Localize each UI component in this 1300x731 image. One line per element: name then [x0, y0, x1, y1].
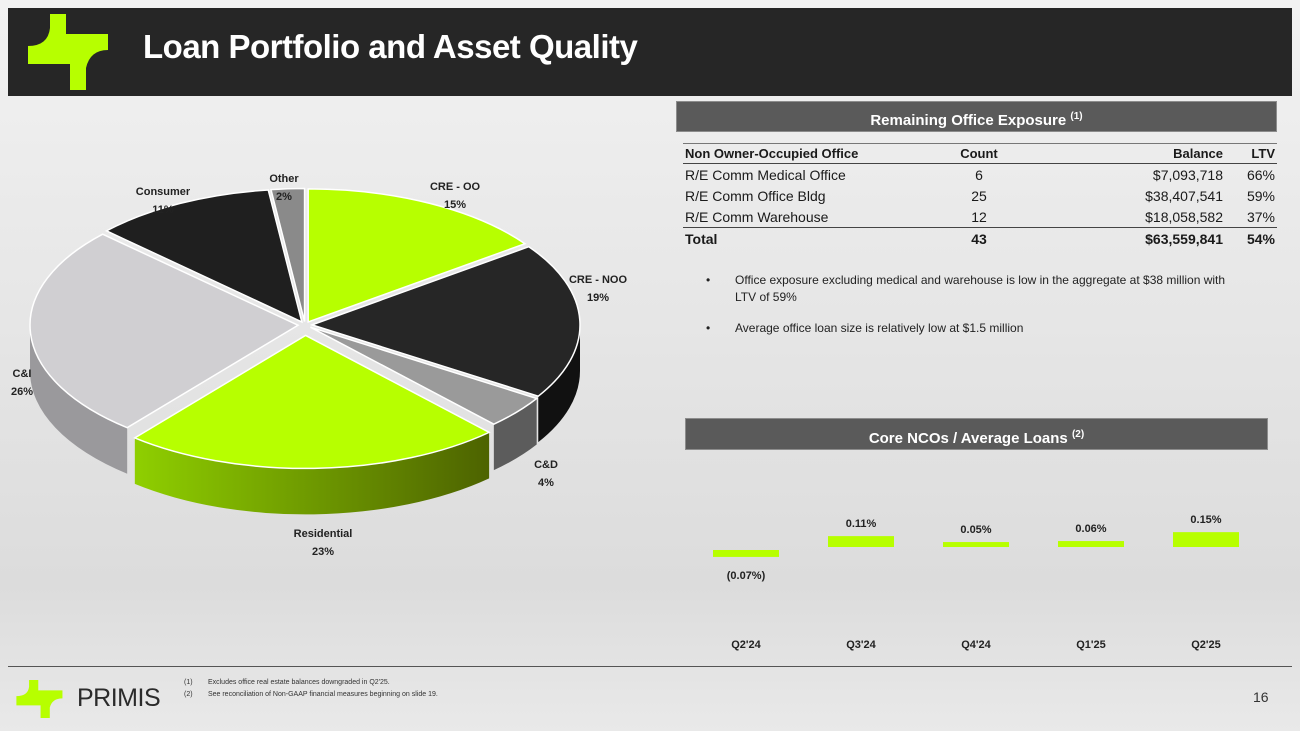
pie-category-label: C&D: [534, 459, 558, 471]
pie-category-label: Residential: [294, 528, 353, 540]
bar-category-label: Q3'24: [846, 639, 876, 651]
bar-value-label: 0.06%: [1075, 523, 1106, 535]
table-header-row: Non Owner-Occupied Office Count Balance …: [683, 143, 1277, 164]
table-cell: 59%: [1246, 187, 1275, 204]
pie-category-label: Consumer: [136, 186, 191, 198]
office-bullet-list: • Office exposure excluding medical and …: [706, 272, 1226, 351]
bar-value-label: 0.05%: [960, 524, 991, 536]
footnote-number: (1): [184, 679, 193, 686]
footnote-number: (2): [184, 691, 193, 698]
bar-value-label: 0.11%: [846, 518, 877, 530]
bullet-text: Average office loan size is relatively l…: [735, 321, 1024, 335]
bar-q4-24: [943, 542, 1009, 547]
pie-slice-cre-noo: [309, 245, 581, 397]
column-header: Non Owner-Occupied Office: [683, 143, 917, 164]
nco-bar-chart: (0.07%) Q2'24 0.11% Q3'24 0.05% Q4'24 0.06% Q1'…: [713, 514, 1239, 651]
pie-slice-residential: [133, 334, 491, 470]
table-cell: R/E Comm Warehouse: [685, 208, 829, 225]
pie-category-label: Other: [269, 173, 299, 185]
nco-header: Core NCOs / Average Loans (2): [685, 418, 1268, 450]
pie-category-label: C&I: [13, 368, 32, 380]
title-bar: [8, 8, 1292, 96]
page-number: 16: [1253, 689, 1269, 705]
table-cell: 37%: [1246, 208, 1275, 225]
bar-q3-24: [828, 536, 894, 547]
pie-percent-label: 19%: [587, 292, 609, 304]
office-exposure-header: Remaining Office Exposure (1): [676, 101, 1277, 132]
brand-wordmark: PRIMIS: [77, 684, 161, 712]
footnote: (2) See reconciliation of Non-GAAP finan…: [184, 689, 438, 701]
footnotes: (1) Excludes office real estate balances…: [184, 677, 438, 701]
pie-slice-other: [270, 187, 306, 322]
bar-value-label: 0.15%: [1190, 514, 1221, 526]
column-header: LTV: [1225, 143, 1277, 164]
primis-logo-icon: [16, 680, 63, 718]
table-cell: 12: [971, 208, 987, 225]
list-item: • Office exposure excluding medical and …: [706, 272, 1226, 306]
table-cell: 54%: [1225, 227, 1277, 249]
pie-slice-cre-oo: [307, 188, 527, 323]
table-cell: $7,093,718: [1152, 166, 1223, 183]
pie-percent-label: 2%: [276, 191, 292, 203]
bar-category-label: Q4'24: [961, 639, 991, 651]
pie-slice-side-residential: [134, 432, 490, 515]
table-total-row: Total 43 $63,559,841 54%: [683, 227, 1277, 249]
pie-slice-side-cre-noo: [538, 324, 580, 443]
footnote-text: Excludes office real estate balances dow…: [207, 679, 390, 686]
table-cell: Total: [683, 227, 917, 249]
table-row: R/E Comm Medical Office 6 $7,093,718 66%: [683, 164, 1277, 186]
table-cell: 25: [971, 187, 987, 204]
list-item: • Average office loan size is relatively…: [706, 320, 1226, 337]
nco-heading: Core NCOs / Average Loans: [868, 430, 1068, 447]
bar-q1-25: [1058, 541, 1124, 547]
pie-slice-side-c-d: [493, 398, 537, 471]
table-cell: $38,407,541: [1145, 187, 1223, 204]
page-title: Loan Portfolio and Asset Quality: [143, 28, 638, 65]
office-exposure-footnote-ref: (1): [1070, 111, 1083, 122]
bar-category-label: Q2'25: [1191, 639, 1221, 651]
column-header: Balance: [1041, 143, 1225, 164]
table-cell: R/E Comm Office Bldg: [685, 187, 826, 204]
pie-percent-label: 26%: [11, 386, 33, 398]
table-row: R/E Comm Warehouse 12 $18,058,582 37%: [683, 206, 1277, 228]
table-cell: $63,559,841: [1041, 227, 1225, 249]
loan-mix-pie-chart: CRE - OO 15% CRE - NOO 19% C&D 4% Residential 2…: [11, 173, 628, 558]
table-cell: 43: [917, 227, 1041, 249]
pie-slice-consumer: [104, 189, 303, 324]
nco-footnote-ref: (2): [1071, 429, 1085, 440]
pie-category-label: CRE - NOO: [569, 274, 628, 286]
pie-percent-label: 4%: [538, 477, 554, 489]
footer-divider: [8, 666, 1292, 667]
pie-percent-label: 11%: [152, 204, 174, 216]
pie-slice-side-c-i: [30, 325, 128, 474]
primis-cross-icon: [28, 14, 108, 90]
bar-value-label: (0.07%): [727, 570, 766, 582]
pie-percent-label: 23%: [312, 546, 334, 558]
bullet-text: Office exposure excluding medical and wa…: [735, 273, 1226, 304]
table-cell: $18,058,582: [1145, 208, 1223, 225]
pie-category-label: CRE - OO: [430, 181, 481, 193]
footnote-text: See reconciliation of Non-GAAP financial…: [207, 691, 438, 698]
table-cell: 6: [975, 166, 983, 183]
table-cell: 66%: [1246, 166, 1275, 183]
table-row: R/E Comm Office Bldg 25 $38,407,541 59%: [683, 185, 1277, 206]
office-exposure-table: Non Owner-Occupied Office Count Balance …: [683, 143, 1277, 249]
bullet-icon: •: [706, 273, 711, 287]
table-cell: R/E Comm Medical Office: [685, 166, 846, 183]
pie-slice-c-d: [310, 326, 539, 426]
bar-q2-24: [713, 550, 779, 557]
office-exposure-heading: Remaining Office Exposure: [870, 112, 1067, 129]
bullet-icon: •: [706, 321, 711, 335]
footnote: (1) Excludes office real estate balances…: [184, 677, 438, 689]
bar-q2-25: [1173, 532, 1239, 547]
column-header: Count: [917, 143, 1041, 164]
bar-category-label: Q2'24: [731, 639, 761, 651]
bar-category-label: Q1'25: [1076, 639, 1106, 651]
pie-slice-c-i: [29, 233, 300, 429]
pie-percent-label: 15%: [444, 199, 466, 211]
